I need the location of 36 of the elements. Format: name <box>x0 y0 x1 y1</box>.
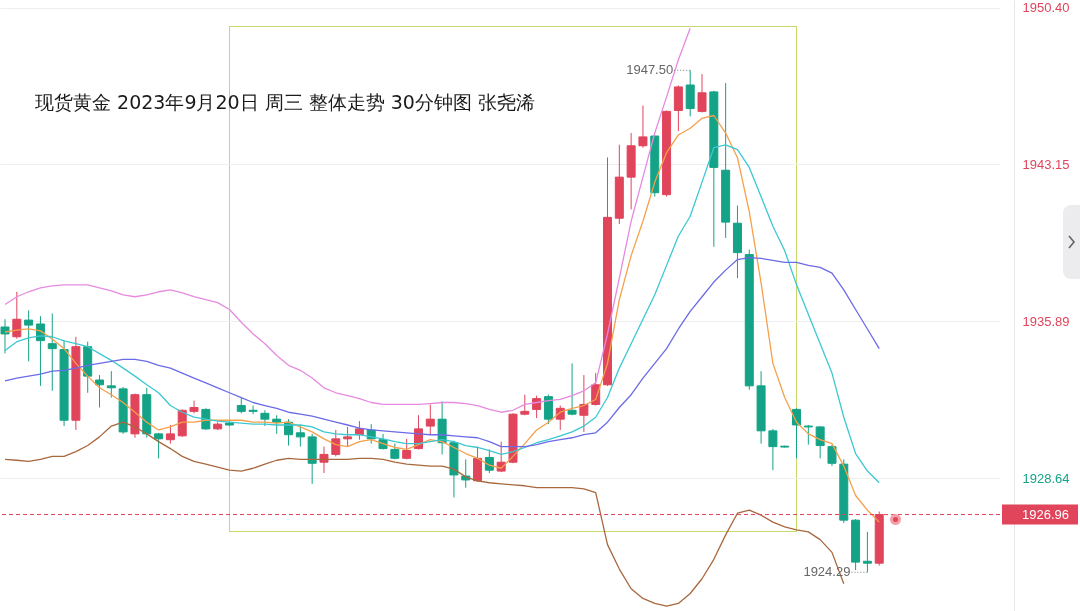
candlestick <box>768 428 778 471</box>
candlestick <box>685 69 695 117</box>
candlestick <box>12 291 22 340</box>
annotation: 1947.50 <box>626 62 674 78</box>
candlestick <box>343 426 353 448</box>
candlestick <box>425 403 435 436</box>
candlestick <box>697 73 707 113</box>
candlestick <box>862 531 872 573</box>
line-series <box>4 256 880 448</box>
candlestick <box>0 318 10 354</box>
y-tick-label: 1950.40 <box>1022 0 1070 16</box>
line-series <box>4 144 880 484</box>
candlestick <box>638 105 648 149</box>
candlestick <box>47 312 57 392</box>
candlestick <box>484 448 494 474</box>
ref-line-label: 1926.96 <box>1022 506 1069 522</box>
candlestick <box>815 425 825 459</box>
candlestick <box>803 424 813 446</box>
candlestick <box>24 309 34 362</box>
candlestick <box>567 362 577 416</box>
candlestick <box>331 429 341 457</box>
candlestick <box>154 432 164 459</box>
candlestick <box>189 400 199 414</box>
y-tick-label: 1935.89 <box>1022 313 1070 329</box>
candlestick <box>106 370 116 399</box>
candlestick <box>673 84 683 132</box>
candlestick <box>543 394 553 425</box>
candlestick <box>95 374 105 408</box>
candlestick <box>473 446 483 483</box>
candlestick <box>165 424 175 445</box>
candlestick <box>248 405 258 415</box>
candlestick <box>827 444 837 467</box>
y-tick-label: 1928.64 <box>1022 470 1070 486</box>
candlestick <box>319 446 329 474</box>
y-tick-label: 1943.15 <box>1022 156 1070 172</box>
candlestick <box>579 374 589 433</box>
